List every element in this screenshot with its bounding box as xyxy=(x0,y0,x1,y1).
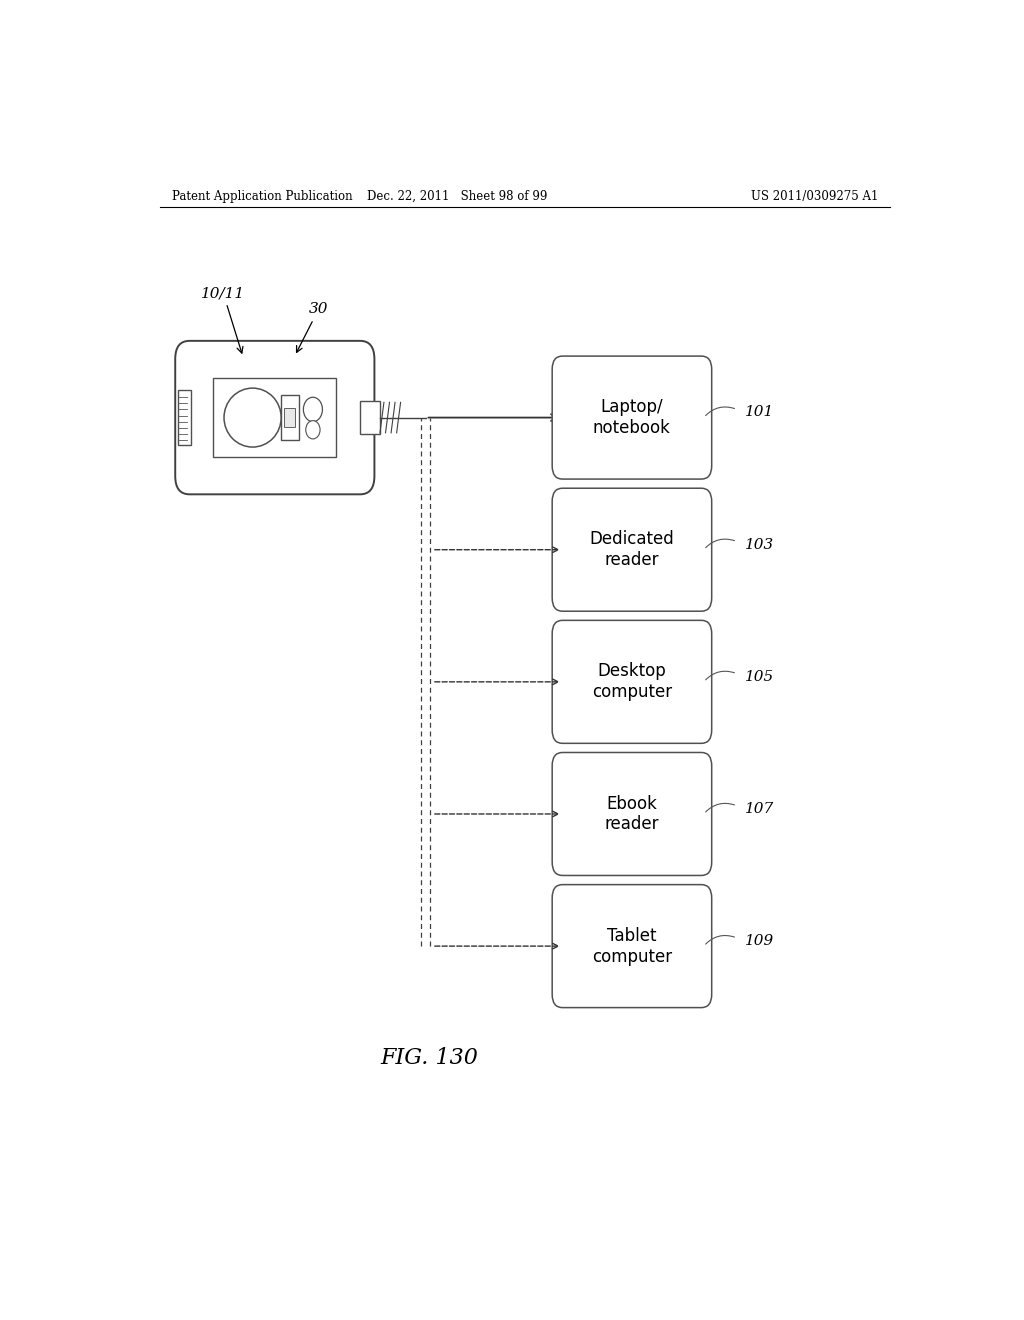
FancyBboxPatch shape xyxy=(213,379,336,457)
Circle shape xyxy=(306,421,321,440)
Text: 109: 109 xyxy=(745,935,774,948)
Text: Tablet
computer: Tablet computer xyxy=(592,927,672,965)
Circle shape xyxy=(303,397,323,421)
FancyBboxPatch shape xyxy=(175,341,375,494)
Text: Dec. 22, 2011   Sheet 98 of 99: Dec. 22, 2011 Sheet 98 of 99 xyxy=(368,190,548,202)
Text: 107: 107 xyxy=(745,801,774,816)
Ellipse shape xyxy=(224,388,282,447)
Bar xyxy=(178,391,191,445)
FancyBboxPatch shape xyxy=(552,884,712,1007)
Bar xyxy=(282,395,299,440)
Text: Laptop/
notebook: Laptop/ notebook xyxy=(593,399,671,437)
FancyBboxPatch shape xyxy=(552,752,712,875)
Text: Patent Application Publication: Patent Application Publication xyxy=(172,190,352,202)
Text: Dedicated
reader: Dedicated reader xyxy=(590,531,675,569)
Text: FIG. 130: FIG. 130 xyxy=(381,1047,478,1069)
FancyBboxPatch shape xyxy=(552,488,712,611)
Text: Ebook
reader: Ebook reader xyxy=(605,795,659,833)
Text: 103: 103 xyxy=(745,537,774,552)
Bar xyxy=(285,408,296,426)
FancyBboxPatch shape xyxy=(552,356,712,479)
Text: 10/11: 10/11 xyxy=(201,286,246,354)
Text: Desktop
computer: Desktop computer xyxy=(592,663,672,701)
Text: 30: 30 xyxy=(297,302,329,352)
Bar xyxy=(360,401,380,434)
FancyBboxPatch shape xyxy=(552,620,712,743)
Text: US 2011/0309275 A1: US 2011/0309275 A1 xyxy=(751,190,878,202)
Text: 105: 105 xyxy=(745,669,774,684)
Text: 101: 101 xyxy=(745,405,774,420)
